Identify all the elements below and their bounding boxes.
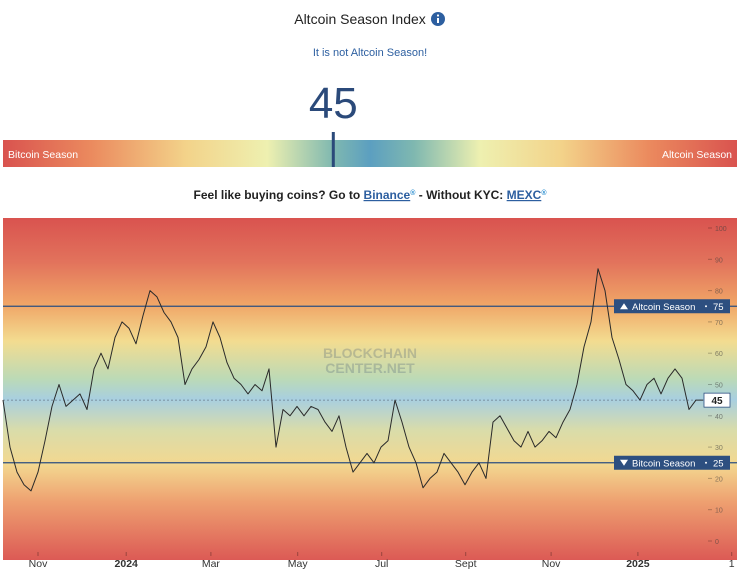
scale-right-label: Altcoin Season xyxy=(662,149,732,161)
scale-bar xyxy=(3,140,737,167)
current-value: 45 xyxy=(711,396,723,407)
promo-text: - Without KYC: xyxy=(419,188,504,202)
info-icon-dot xyxy=(436,14,440,17)
link-mark: ® xyxy=(541,189,547,197)
reference-tag xyxy=(614,455,730,470)
reference-value: 25 xyxy=(713,458,724,469)
y-tick-label: 70 xyxy=(715,320,723,327)
x-tick-label: 2025 xyxy=(626,558,650,570)
index-value: 45 xyxy=(309,79,358,128)
reference-label: Altcoin Season xyxy=(632,302,695,313)
reference-tag xyxy=(614,299,730,314)
reference-label: Bitcoin Season xyxy=(632,458,695,469)
subtitle: It is not Altcoin Season! xyxy=(313,47,427,59)
y-tick-label: 30 xyxy=(715,445,723,452)
x-tick-label: Sept xyxy=(455,558,477,570)
y-tick-label: 60 xyxy=(715,351,723,358)
chart-background xyxy=(3,218,737,560)
scale-marker xyxy=(331,132,335,167)
x-tick-label: Nov xyxy=(29,558,48,570)
line-series xyxy=(2,268,703,492)
x-tick-label: 1 xyxy=(729,558,735,570)
y-tick-label: 20 xyxy=(715,476,723,483)
promo: Feel like buying coins? Go to Binance® -… xyxy=(194,184,548,202)
reference-arrow xyxy=(620,303,628,310)
y-tick-label: 0 xyxy=(715,539,719,546)
y-tick-label: 80 xyxy=(715,289,723,296)
watermark: BLOCKCHAIN xyxy=(323,345,417,361)
x-tick-label: Jul xyxy=(375,558,388,570)
info-icon-stem xyxy=(437,18,439,23)
reference-value: 75 xyxy=(713,302,724,313)
x-tick-label: Nov xyxy=(542,558,561,570)
y-tick-label: 40 xyxy=(715,414,723,421)
reference-dot xyxy=(705,461,707,464)
link-mark: ® xyxy=(410,189,416,197)
promo-text: Feel like buying coins? Go to xyxy=(194,188,361,202)
reference-arrow xyxy=(620,459,628,466)
scale-left-label: Bitcoin Season xyxy=(8,149,78,161)
watermark: CENTER.NET xyxy=(325,360,415,376)
x-tick-label: 2024 xyxy=(115,558,139,570)
y-tick-label: 50 xyxy=(715,383,723,390)
reference-dot xyxy=(705,305,707,308)
link[interactable]: Binance xyxy=(364,188,411,202)
y-tick-label: 90 xyxy=(715,257,723,264)
current-tag xyxy=(703,392,731,408)
x-tick-label: May xyxy=(288,558,309,570)
y-tick-label: 100 xyxy=(715,226,727,233)
title: Altcoin Season Index xyxy=(294,11,426,27)
y-tick-label: 10 xyxy=(715,508,723,515)
link[interactable]: MEXC xyxy=(507,188,542,202)
x-tick-label: Mar xyxy=(202,558,221,570)
